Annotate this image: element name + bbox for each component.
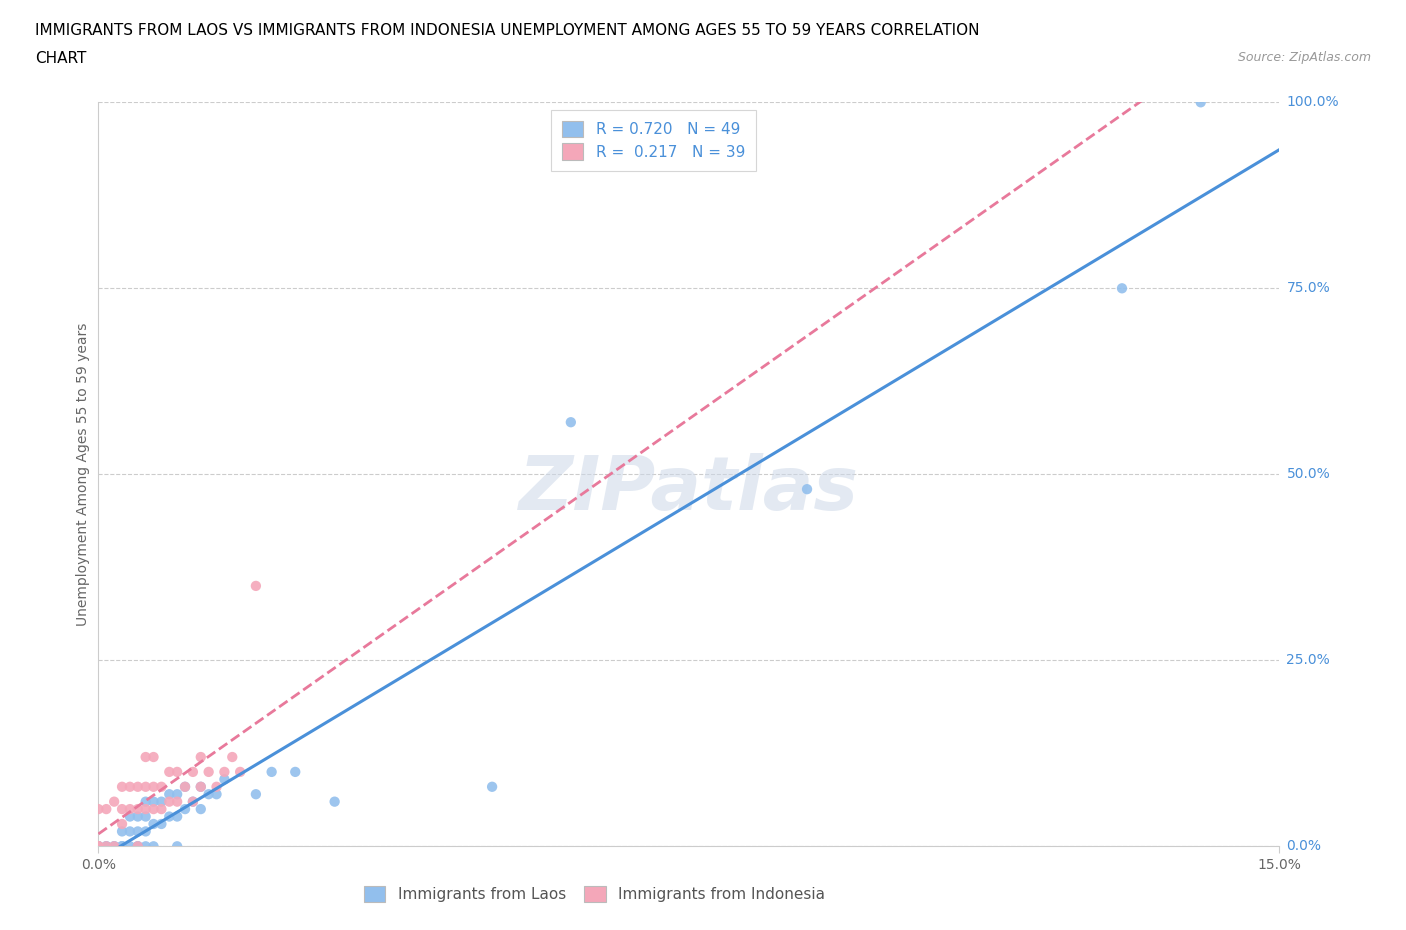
Point bbox=[560, 415, 582, 430]
Point bbox=[142, 839, 165, 854]
Point bbox=[166, 787, 188, 802]
Point bbox=[118, 824, 141, 839]
Point bbox=[135, 779, 157, 794]
Point bbox=[135, 824, 157, 839]
Point bbox=[135, 794, 157, 809]
Point bbox=[197, 764, 219, 779]
Point bbox=[157, 794, 180, 809]
Point bbox=[142, 779, 165, 794]
Point bbox=[150, 802, 173, 817]
Point bbox=[205, 779, 228, 794]
Point bbox=[135, 839, 157, 854]
Point bbox=[127, 802, 149, 817]
Point bbox=[157, 787, 180, 802]
Point bbox=[150, 794, 173, 809]
Point bbox=[96, 839, 118, 854]
Point bbox=[142, 750, 165, 764]
Point bbox=[87, 839, 110, 854]
Point bbox=[111, 817, 134, 831]
Point bbox=[181, 794, 204, 809]
Point bbox=[127, 824, 149, 839]
Point bbox=[87, 839, 110, 854]
Point bbox=[190, 779, 212, 794]
Text: 25.0%: 25.0% bbox=[1286, 653, 1330, 668]
Point bbox=[1111, 281, 1133, 296]
Point bbox=[157, 764, 180, 779]
Point bbox=[190, 750, 212, 764]
Point bbox=[103, 839, 125, 854]
Text: CHART: CHART bbox=[35, 51, 87, 66]
Text: 50.0%: 50.0% bbox=[1286, 467, 1330, 482]
Point bbox=[127, 839, 149, 854]
Point bbox=[96, 802, 118, 817]
Point bbox=[103, 794, 125, 809]
Point bbox=[284, 764, 307, 779]
Point bbox=[260, 764, 283, 779]
Text: ZIPatlas: ZIPatlas bbox=[519, 453, 859, 525]
Point bbox=[87, 839, 110, 854]
Point bbox=[111, 779, 134, 794]
Point bbox=[118, 802, 141, 817]
Point bbox=[166, 764, 188, 779]
Point bbox=[111, 824, 134, 839]
Point bbox=[103, 839, 125, 854]
Point bbox=[118, 809, 141, 824]
Point bbox=[127, 839, 149, 854]
Point bbox=[221, 750, 243, 764]
Text: 75.0%: 75.0% bbox=[1286, 281, 1330, 296]
Point bbox=[142, 817, 165, 831]
Text: Source: ZipAtlas.com: Source: ZipAtlas.com bbox=[1237, 51, 1371, 64]
Y-axis label: Unemployment Among Ages 55 to 59 years: Unemployment Among Ages 55 to 59 years bbox=[76, 323, 90, 626]
Point bbox=[135, 809, 157, 824]
Point bbox=[181, 764, 204, 779]
Point bbox=[150, 779, 173, 794]
Point bbox=[87, 802, 110, 817]
Point bbox=[111, 839, 134, 854]
Text: 100.0%: 100.0% bbox=[1286, 95, 1339, 110]
Point bbox=[135, 802, 157, 817]
Point bbox=[214, 764, 236, 779]
Point bbox=[87, 839, 110, 854]
Point bbox=[166, 809, 188, 824]
Point bbox=[111, 839, 134, 854]
Point bbox=[229, 764, 252, 779]
Text: IMMIGRANTS FROM LAOS VS IMMIGRANTS FROM INDONESIA UNEMPLOYMENT AMONG AGES 55 TO : IMMIGRANTS FROM LAOS VS IMMIGRANTS FROM … bbox=[35, 23, 980, 38]
Point bbox=[111, 802, 134, 817]
Point bbox=[127, 779, 149, 794]
Point bbox=[142, 794, 165, 809]
Point bbox=[166, 794, 188, 809]
Legend: Immigrants from Laos, Immigrants from Indonesia: Immigrants from Laos, Immigrants from In… bbox=[353, 875, 835, 913]
Point bbox=[118, 779, 141, 794]
Point bbox=[96, 839, 118, 854]
Point bbox=[796, 482, 818, 497]
Point bbox=[166, 839, 188, 854]
Point bbox=[87, 839, 110, 854]
Point bbox=[127, 839, 149, 854]
Point bbox=[214, 772, 236, 787]
Point bbox=[174, 779, 197, 794]
Point bbox=[190, 802, 212, 817]
Point bbox=[197, 787, 219, 802]
Point bbox=[181, 794, 204, 809]
Point bbox=[205, 787, 228, 802]
Point bbox=[190, 779, 212, 794]
Point bbox=[150, 817, 173, 831]
Point bbox=[87, 839, 110, 854]
Point bbox=[174, 802, 197, 817]
Point bbox=[323, 794, 346, 809]
Point bbox=[481, 779, 503, 794]
Point bbox=[118, 839, 141, 854]
Point bbox=[245, 787, 267, 802]
Point bbox=[127, 809, 149, 824]
Point bbox=[142, 802, 165, 817]
Point bbox=[96, 839, 118, 854]
Point bbox=[1189, 95, 1212, 110]
Point bbox=[111, 839, 134, 854]
Point bbox=[103, 839, 125, 854]
Point bbox=[245, 578, 267, 593]
Point bbox=[157, 809, 180, 824]
Point bbox=[135, 750, 157, 764]
Point bbox=[174, 779, 197, 794]
Text: 0.0%: 0.0% bbox=[1286, 839, 1322, 854]
